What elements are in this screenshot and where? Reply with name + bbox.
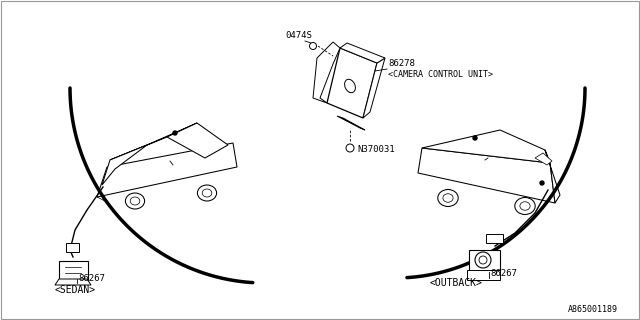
Ellipse shape: [202, 189, 212, 197]
Ellipse shape: [520, 202, 530, 210]
Polygon shape: [327, 48, 377, 118]
Polygon shape: [102, 145, 147, 185]
Text: N370031: N370031: [357, 145, 395, 154]
Text: 0474S: 0474S: [285, 31, 312, 40]
Polygon shape: [418, 148, 555, 203]
Text: A865001189: A865001189: [568, 305, 618, 314]
Circle shape: [473, 136, 477, 140]
Polygon shape: [313, 42, 340, 103]
Polygon shape: [167, 123, 228, 158]
Polygon shape: [97, 143, 237, 197]
FancyBboxPatch shape: [468, 250, 499, 270]
Text: <CAMERA CONTROL UNIT>: <CAMERA CONTROL UNIT>: [388, 70, 493, 79]
Ellipse shape: [515, 197, 535, 214]
Text: 86278: 86278: [388, 59, 415, 68]
Polygon shape: [467, 270, 500, 280]
Ellipse shape: [125, 193, 145, 209]
Ellipse shape: [344, 79, 355, 93]
Text: 86267: 86267: [78, 274, 105, 283]
Polygon shape: [545, 150, 560, 203]
Text: <OUTBACK>: <OUTBACK>: [430, 278, 483, 288]
Circle shape: [173, 131, 177, 135]
Circle shape: [310, 43, 317, 50]
Polygon shape: [55, 279, 91, 285]
FancyBboxPatch shape: [486, 234, 502, 243]
Polygon shape: [110, 123, 197, 160]
Text: <SEDAN>: <SEDAN>: [55, 285, 96, 295]
Polygon shape: [337, 116, 365, 130]
FancyBboxPatch shape: [65, 243, 79, 252]
Circle shape: [479, 256, 487, 264]
Text: 86267: 86267: [490, 269, 517, 278]
Ellipse shape: [197, 185, 216, 201]
Polygon shape: [340, 43, 385, 63]
Polygon shape: [422, 130, 550, 163]
FancyBboxPatch shape: [58, 260, 88, 279]
Ellipse shape: [130, 197, 140, 205]
Ellipse shape: [443, 194, 453, 202]
Circle shape: [540, 181, 544, 185]
Circle shape: [346, 144, 354, 152]
Polygon shape: [535, 153, 552, 165]
Circle shape: [475, 252, 491, 268]
Ellipse shape: [438, 189, 458, 206]
Polygon shape: [363, 58, 385, 118]
